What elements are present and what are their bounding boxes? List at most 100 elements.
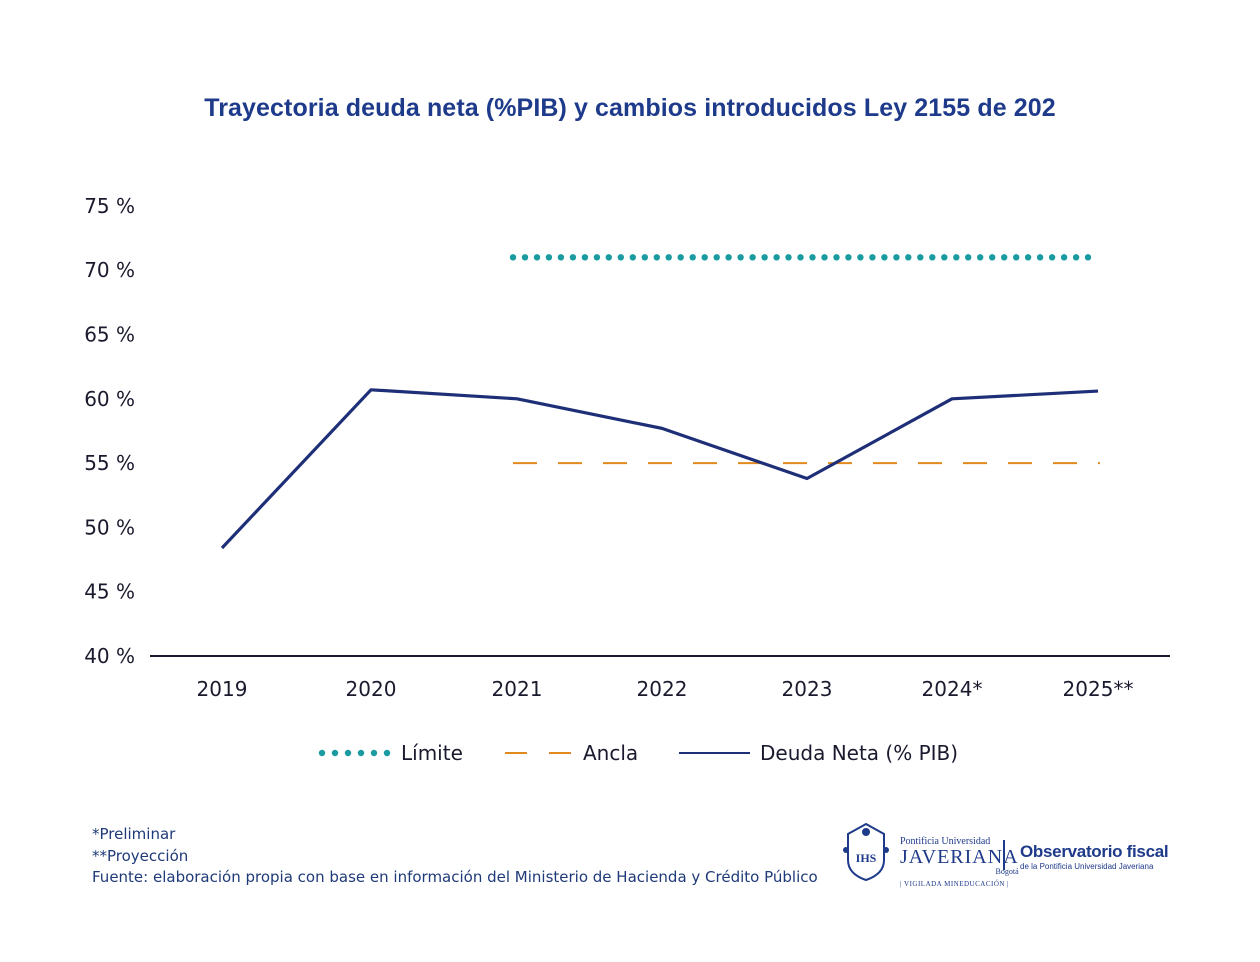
x-tick-label: 2019 xyxy=(197,677,248,701)
note-preliminar: *Preliminar xyxy=(92,825,176,843)
javeriana-big: JAVERIANA xyxy=(900,846,1019,868)
limite-dot xyxy=(977,254,984,261)
footnotes: *Preliminar **Proyección Fuente: elabora… xyxy=(92,824,818,889)
limite-dot xyxy=(905,254,912,261)
x-axis-ticks: 2019 2020 2021 2022 2023 2024* 2025** xyxy=(197,677,1134,701)
limite-dot xyxy=(713,254,720,261)
legend-limite-dot xyxy=(318,749,326,757)
limite-dot xyxy=(845,254,852,261)
limite-dot xyxy=(1013,254,1020,261)
limite-dot xyxy=(581,254,589,261)
limite-dot xyxy=(569,254,577,261)
limite-dot xyxy=(929,254,936,261)
legend-item-deuda-neta: Deuda Neta (% PIB) xyxy=(679,741,958,765)
legend-label-limite: Límite xyxy=(401,741,463,765)
x-tick-label: 2021 xyxy=(492,677,543,701)
limite-dot xyxy=(617,254,624,261)
javeriana-crest-icon: IHS xyxy=(843,822,889,882)
y-tick-label: 40 % xyxy=(84,644,135,668)
limite-dot xyxy=(533,254,541,261)
limite-dot xyxy=(557,254,565,261)
limite-dot xyxy=(665,254,672,261)
series-deuda-neta-line xyxy=(220,388,1099,550)
limite-dot xyxy=(953,254,960,261)
limite-dot xyxy=(593,254,601,261)
y-tick-label: 60 % xyxy=(84,387,135,411)
note-proyeccion: **Proyección xyxy=(92,846,189,865)
x-tick-label: 2022 xyxy=(637,677,688,701)
x-tick-label: 2024* xyxy=(922,677,983,701)
limite-dot xyxy=(701,254,708,261)
limite-dot xyxy=(797,254,804,261)
note-fuente: Fuente: elaboración propia con base en i… xyxy=(92,868,818,886)
limite-dot xyxy=(521,254,529,261)
y-tick-label: 55 % xyxy=(84,451,135,475)
limite-dot xyxy=(545,254,553,261)
limite-dot xyxy=(821,254,828,261)
limite-dot xyxy=(941,254,948,261)
series-group xyxy=(220,254,1100,550)
limite-dot xyxy=(761,254,768,261)
limite-dot xyxy=(509,254,517,261)
legend-label-deuda-neta: Deuda Neta (% PIB) xyxy=(760,741,958,765)
limite-dot xyxy=(1036,254,1044,261)
limite-dot xyxy=(629,254,636,261)
limite-dot xyxy=(1001,254,1008,261)
limite-dot xyxy=(677,254,684,261)
legend-limite-dot xyxy=(370,749,378,757)
x-tick-label: 2020 xyxy=(346,677,397,701)
limite-dot xyxy=(749,254,756,261)
limite-dot xyxy=(857,254,864,261)
observatorio-wordmark: Observatorio fiscal de la Pontificia Uni… xyxy=(1020,842,1169,871)
legend-limite-dot xyxy=(344,749,352,757)
legend-label-ancla: Ancla xyxy=(583,741,638,765)
observatorio-big: Observatorio fiscal xyxy=(1020,842,1169,861)
legend-limite-dot xyxy=(357,749,365,757)
limite-dot xyxy=(689,254,696,261)
legend-item-limite: Límite xyxy=(318,741,463,765)
legend-item-ancla: Ancla xyxy=(505,741,638,765)
limite-dot xyxy=(869,254,876,261)
y-tick-label: 45 % xyxy=(84,580,135,604)
limite-dot xyxy=(1048,254,1056,261)
limite-dot xyxy=(833,254,840,261)
legend-limite-dot xyxy=(383,749,391,757)
javeriana-wordmark: Pontificia Universidad JAVERIANA Bogotá xyxy=(900,836,1019,876)
y-tick-label: 50 % xyxy=(84,515,135,539)
limite-dot xyxy=(809,254,816,261)
series-limite xyxy=(509,254,1092,261)
vigilada-text: | VIGILADA MINEDUCACIÓN | xyxy=(900,880,1010,888)
limite-dot xyxy=(605,254,612,261)
limite-dot xyxy=(785,254,792,261)
javeriana-small: Pontificia Universidad xyxy=(900,836,991,847)
limite-dot xyxy=(989,254,996,261)
limite-dot xyxy=(725,254,732,261)
y-axis-ticks: 40 % 45 % 50 % 55 % 60 % 65 % 70 % 75 % xyxy=(84,194,135,668)
limite-dot xyxy=(965,254,972,261)
logo-separator xyxy=(1003,840,1005,870)
x-tick-label: 2023 xyxy=(782,677,833,701)
limite-dot xyxy=(1024,254,1032,261)
limite-dot xyxy=(881,254,888,261)
svg-text:IHS: IHS xyxy=(856,851,877,865)
legend-limite-dot xyxy=(331,749,339,757)
limite-dot xyxy=(1084,254,1092,261)
limite-dot xyxy=(1060,254,1068,261)
limite-dot xyxy=(917,254,924,261)
chart-title: Trayectoria deuda neta (%PIB) y cambios … xyxy=(204,94,1056,122)
limite-dot xyxy=(893,254,900,261)
limite-dot xyxy=(653,254,660,261)
y-tick-label: 65 % xyxy=(84,323,135,347)
limite-dot xyxy=(1072,254,1080,261)
y-tick-label: 75 % xyxy=(84,194,135,218)
limite-dot xyxy=(641,254,648,261)
limite-dot xyxy=(773,254,780,261)
y-tick-label: 70 % xyxy=(84,258,135,282)
x-tick-label: 2025** xyxy=(1063,677,1134,701)
javeriana-city: Bogotá xyxy=(995,867,1019,876)
observatorio-small: de la Pontificia Universidad Javeriana xyxy=(1020,862,1154,871)
legend: Límite Ancla Deuda Neta (% PIB) xyxy=(318,741,958,765)
limite-dot xyxy=(737,254,744,261)
logos: IHS Pontificia Universidad JAVERIANA Bog… xyxy=(836,818,1176,892)
